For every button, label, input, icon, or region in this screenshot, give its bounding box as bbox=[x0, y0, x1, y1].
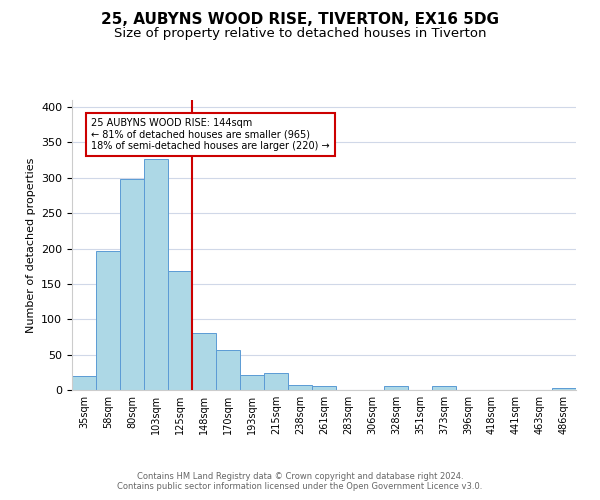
Text: Size of property relative to detached houses in Tiverton: Size of property relative to detached ho… bbox=[114, 28, 486, 40]
Text: Contains HM Land Registry data © Crown copyright and database right 2024.: Contains HM Land Registry data © Crown c… bbox=[137, 472, 463, 481]
Bar bbox=[192, 332, 216, 390]
Bar bbox=[288, 385, 312, 390]
Text: Contains public sector information licensed under the Open Government Licence v3: Contains public sector information licen… bbox=[118, 482, 482, 491]
Y-axis label: Number of detached properties: Number of detached properties bbox=[26, 158, 35, 332]
Bar bbox=[72, 376, 96, 390]
Bar bbox=[312, 386, 336, 390]
Bar bbox=[216, 350, 240, 390]
Text: 25, AUBYNS WOOD RISE, TIVERTON, EX16 5DG: 25, AUBYNS WOOD RISE, TIVERTON, EX16 5DG bbox=[101, 12, 499, 28]
Text: 25 AUBYNS WOOD RISE: 144sqm
← 81% of detached houses are smaller (965)
18% of se: 25 AUBYNS WOOD RISE: 144sqm ← 81% of det… bbox=[91, 118, 330, 151]
Bar bbox=[96, 250, 120, 390]
Bar bbox=[264, 373, 288, 390]
Bar bbox=[120, 179, 144, 390]
Bar bbox=[240, 375, 264, 390]
Bar bbox=[168, 271, 192, 390]
Bar bbox=[432, 386, 456, 390]
Bar bbox=[144, 158, 168, 390]
Bar bbox=[552, 388, 576, 390]
Bar bbox=[384, 386, 408, 390]
